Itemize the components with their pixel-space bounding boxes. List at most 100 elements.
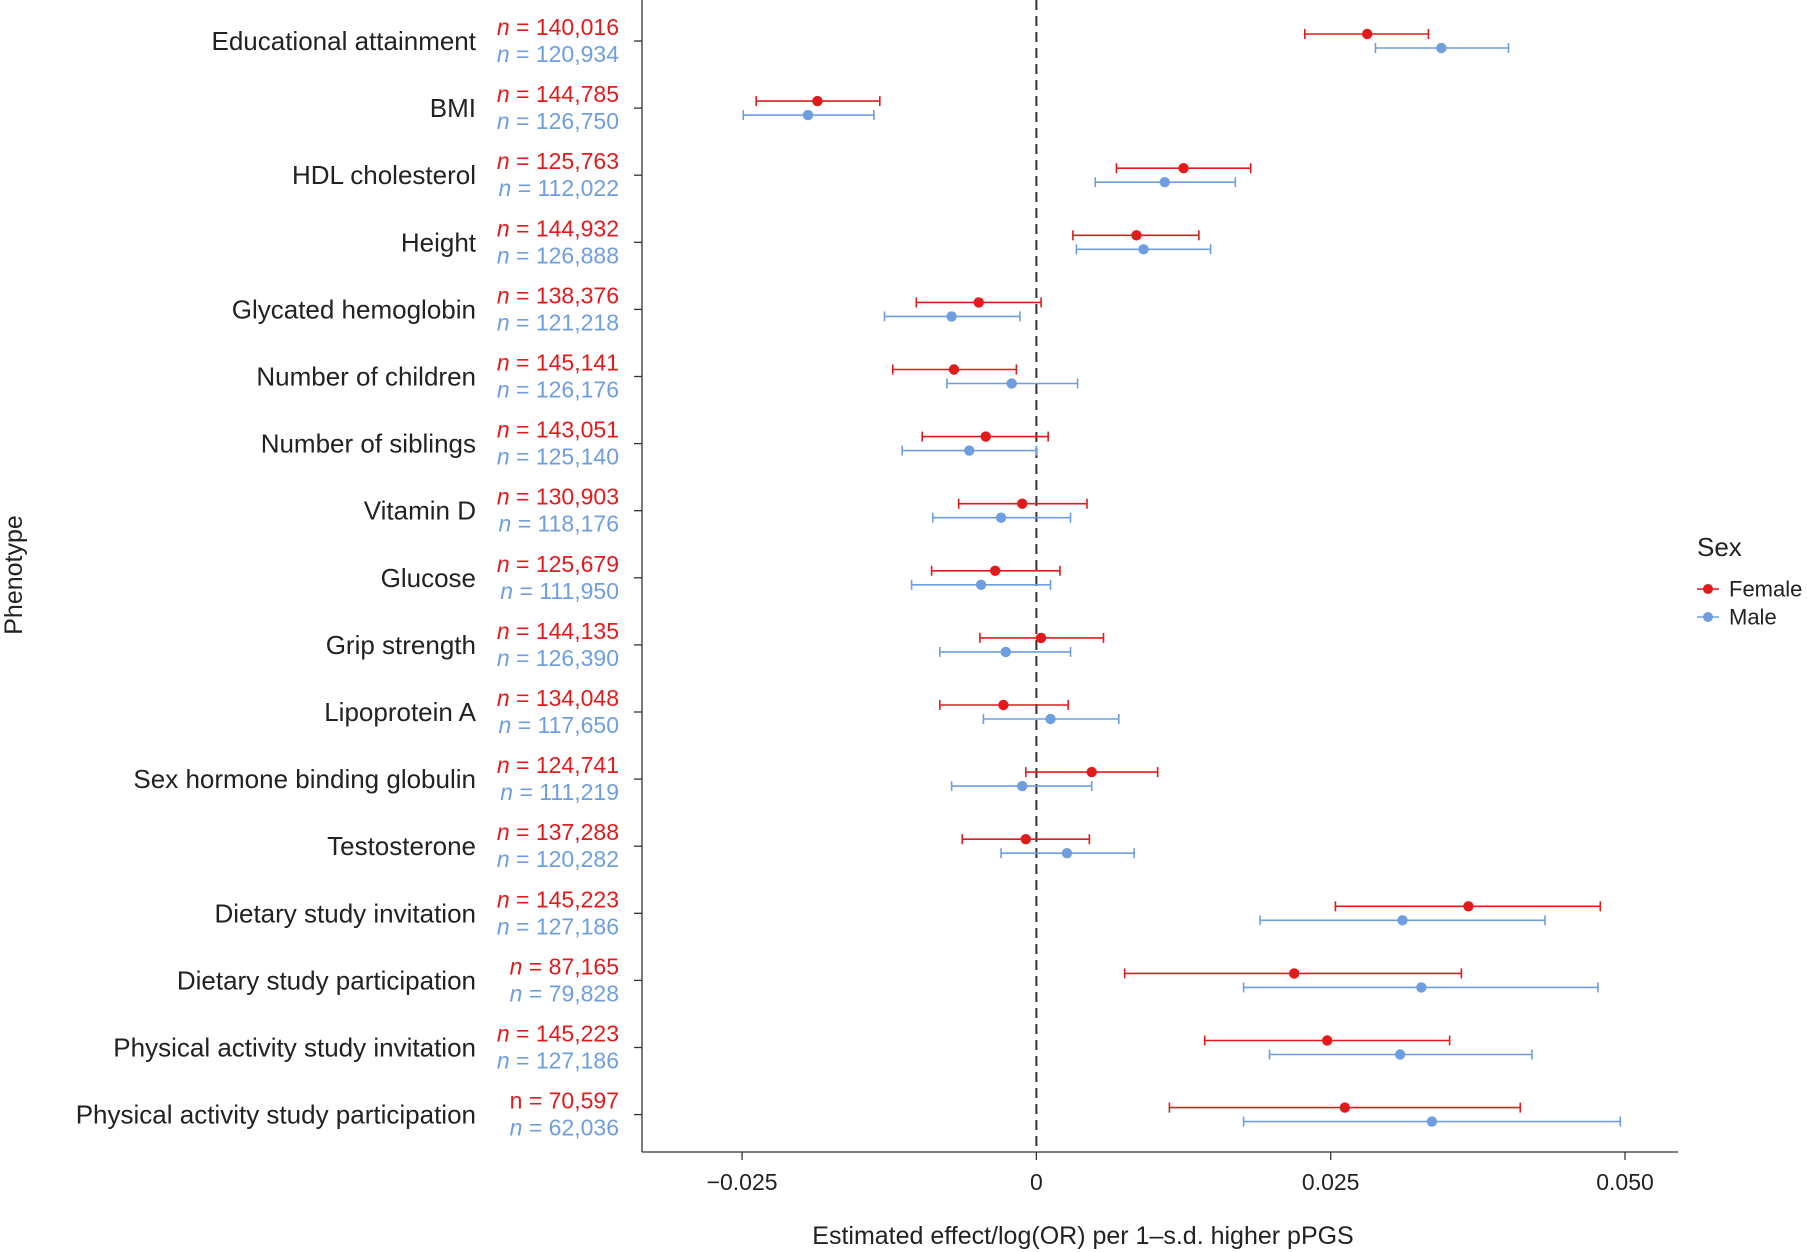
legend-label-male: Male	[1729, 605, 1777, 630]
female-point	[1086, 766, 1097, 778]
phenotype-label: Physical activity study participation	[76, 1100, 476, 1130]
y-axis-title: Phenotype	[0, 515, 28, 635]
female-n-label: n = 87,165	[510, 953, 619, 979]
male-n-label: n = 126,176	[497, 377, 619, 403]
female-n-label: n = 144,932	[497, 215, 619, 241]
phenotype-label: Number of children	[256, 362, 476, 392]
legend-key-point	[1703, 584, 1713, 594]
male-n-label: n = 79,828	[510, 980, 619, 1006]
female-n-label: n = 137,288	[497, 819, 619, 845]
female-point	[1321, 1035, 1333, 1046]
female-point	[998, 699, 1009, 711]
phenotype-label: Vitamin D	[364, 496, 476, 526]
phenotype-label: BMI	[430, 93, 476, 123]
male-point	[1159, 177, 1170, 188]
male-point	[1426, 1116, 1438, 1127]
female-point	[1463, 901, 1474, 912]
male-n-label: n = 111,219	[500, 779, 619, 805]
female-point	[1339, 1102, 1351, 1113]
phenotype-label: HDL cholesterol	[292, 160, 476, 190]
male-n-label: n = 118,176	[499, 511, 619, 537]
phenotype-label: Physical activity study invitation	[113, 1033, 476, 1063]
female-n-label: n = 125,679	[497, 551, 619, 577]
male-point	[1000, 646, 1011, 658]
female-point	[1289, 968, 1300, 979]
phenotype-label-layer: Educational attainment BMI HDL cholesterol…	[76, 26, 477, 1130]
male-n-label: n = 120,934	[497, 41, 619, 67]
errorbar-layer	[742, 29, 1622, 1127]
male-n-label: n = 62,036	[510, 1115, 619, 1141]
female-point	[948, 364, 960, 375]
phenotype-label: Testosterone	[327, 831, 476, 861]
point-layer	[802, 28, 1474, 1127]
male-n-label: n = 126,888	[497, 242, 619, 268]
male-n-label: n = 121,218	[497, 309, 619, 335]
female-point	[980, 431, 991, 442]
female-n-label: n = 134,048	[497, 685, 619, 711]
phenotype-label: Dietary study participation	[177, 965, 476, 995]
female-point	[1035, 632, 1047, 644]
legend-key-point	[1703, 612, 1713, 622]
female-n-label: n = 144,785	[497, 81, 619, 107]
x-tick-label: 0.025	[1302, 1169, 1360, 1195]
female-point	[1017, 498, 1028, 509]
female-point	[1131, 230, 1142, 241]
female-n-label: n = 145,223	[497, 886, 619, 912]
x-tick-label: 0.050	[1596, 1169, 1654, 1195]
female-n-label: n = 145,223	[497, 1021, 619, 1047]
female-n-label: n = 125,763	[497, 148, 619, 174]
male-n-label: n = 126,750	[497, 108, 619, 134]
male-n-label: n = 120,282	[497, 846, 619, 872]
legend: Sex Female Male	[1697, 532, 1802, 630]
phenotype-label: Grip strength	[326, 630, 476, 660]
female-n-label: n = 145,141	[497, 350, 619, 376]
male-point	[995, 512, 1007, 523]
phenotype-label: Educational attainment	[211, 26, 476, 56]
male-point	[1017, 780, 1028, 792]
female-point	[1362, 28, 1373, 40]
male-n-label: n = 126,390	[497, 645, 619, 671]
female-n-label: n = 138,376	[497, 282, 619, 308]
x-axis-title: Estimated effect/log(OR) per 1–s.d. high…	[812, 1222, 1353, 1250]
female-point	[973, 297, 984, 308]
female-n-label: n = 70,597	[510, 1088, 619, 1114]
phenotype-label: Height	[401, 227, 477, 257]
x-tick-label: −0.025	[707, 1169, 778, 1195]
phenotype-label: Glycated hemoglobin	[232, 294, 476, 324]
phenotype-label: Number of siblings	[261, 429, 476, 459]
phenotype-label: Lipoprotein A	[324, 697, 476, 727]
male-point	[1138, 244, 1149, 255]
male-n-label: n = 117,650	[499, 712, 619, 738]
female-point	[1178, 163, 1189, 174]
legend-title: Sex	[1697, 532, 1742, 562]
male-point	[1436, 42, 1447, 54]
male-n-label: n = 127,186	[497, 913, 619, 939]
male-point	[1061, 848, 1073, 859]
phenotype-label: Sex hormone binding globulin	[133, 764, 476, 794]
male-n-label: n = 127,186	[497, 1048, 619, 1074]
male-point	[946, 311, 957, 322]
male-point	[1045, 713, 1056, 725]
female-point	[989, 565, 1001, 576]
male-point	[1006, 378, 1017, 389]
female-n-label: n = 143,051	[497, 417, 619, 443]
legend-label-female: Female	[1729, 577, 1802, 602]
male-point	[1416, 982, 1427, 993]
male-point	[802, 109, 814, 121]
male-n-label: n = 125,140	[497, 444, 619, 470]
phenotype-label: Dietary study invitation	[214, 898, 476, 928]
female-n-label: n = 124,741	[497, 752, 619, 778]
male-point	[975, 579, 987, 590]
female-n-label: n = 140,016	[497, 14, 619, 40]
male-n-label: n = 112,022	[499, 175, 619, 201]
male-n-label: n = 111,950	[500, 578, 619, 604]
x-axis: −0.025 0 0.025 0.050	[634, 0, 1678, 1195]
male-point	[964, 445, 975, 456]
x-tick-label: 0	[1030, 1169, 1043, 1195]
male-point	[1394, 1049, 1406, 1060]
female-point	[812, 95, 823, 107]
female-n-label: n = 130,903	[497, 484, 619, 510]
phenotype-label: Glucose	[381, 563, 476, 593]
